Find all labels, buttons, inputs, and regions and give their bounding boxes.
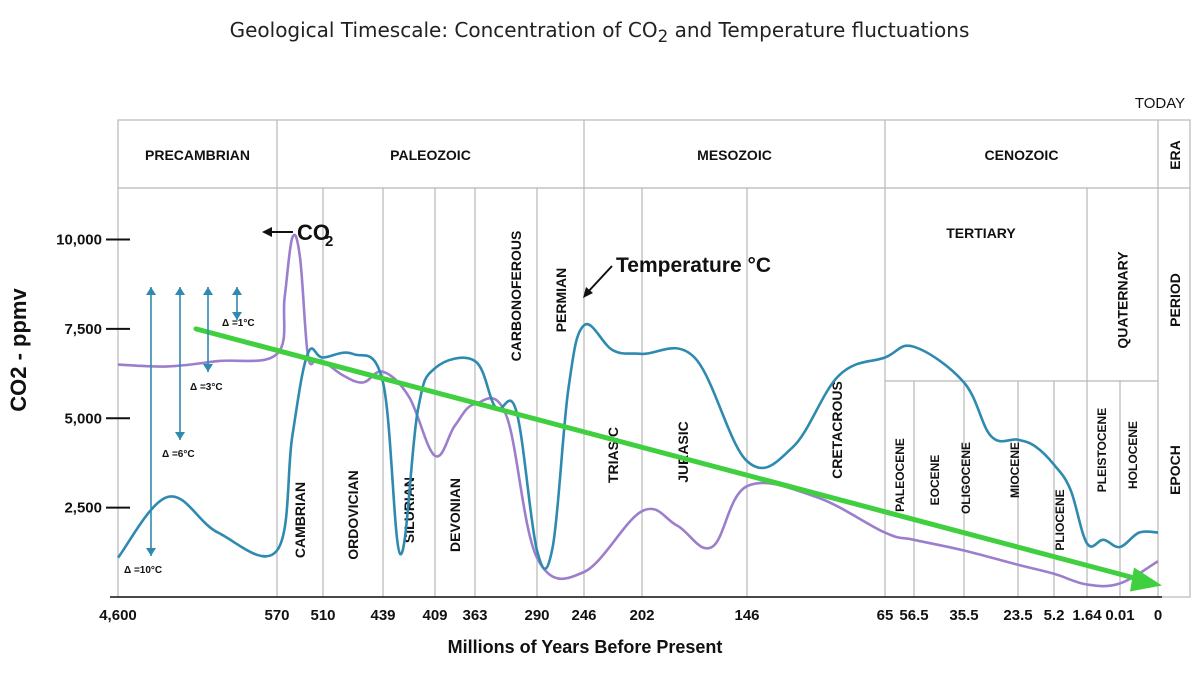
co2-callout-arrowhead: [262, 227, 272, 237]
x-tick-label: 510: [310, 607, 335, 624]
delta-arrow-6-head: [175, 432, 185, 440]
epoch-label-miocene: MIOCENE: [1008, 442, 1022, 498]
x-tick-label: 4,600: [99, 607, 137, 624]
epoch-label-pleistocene: PLEISTOCENE: [1095, 408, 1109, 492]
trend-arrowhead: [1130, 567, 1162, 592]
epoch-label-eocene: EOCENE: [928, 455, 942, 506]
epoch-label-holocene: HOLOCENE: [1126, 421, 1140, 489]
x-tick-label: 570: [264, 607, 289, 624]
row-label-epoch: EPOCH: [1167, 445, 1183, 495]
period-label-jurasic: JURASIC: [675, 421, 691, 482]
y-tick-label: 5,000: [64, 410, 102, 427]
era-label-cenozoic: CENOZOIC: [985, 147, 1059, 163]
trend-arrow: [193, 326, 1143, 582]
x-tick-label: 5.2: [1044, 607, 1065, 624]
era-label-paleozoic: PALEOZOIC: [390, 147, 471, 163]
row-label-period: PERIOD: [1167, 273, 1183, 327]
title-suffix: and Temperature fluctuations: [668, 18, 970, 42]
label-layer: 10,000 7,500 5,000 2,500 CO2 - ppmv 4,600 570 5…: [6, 95, 1185, 657]
period-label-triasic: TRIASIC: [605, 427, 621, 483]
period-label-cambrian: CAMBRIAN: [292, 482, 308, 558]
x-tick-label: 56.5: [899, 607, 928, 624]
period-label-carbonoferous: CARBONOFEROUS: [508, 231, 524, 362]
period-label-ordovician: ORDOVICIAN: [345, 470, 361, 559]
y-tick-label: 7,500: [64, 321, 102, 338]
delta-arrow-10-tail: [146, 287, 156, 295]
delta-arrow-6-tail: [175, 287, 185, 295]
x-tick-label: 439: [370, 607, 395, 624]
delta-label-1: Δ =1°C: [222, 318, 255, 329]
plot-frame: [117, 119, 1191, 598]
row-label-era: ERA: [1167, 140, 1183, 170]
title-sub: 2: [657, 27, 669, 46]
delta-arrow-1-head: [232, 312, 242, 320]
period-label-permian: PERMIAN: [553, 268, 569, 333]
delta-arrow-10-head: [146, 548, 156, 556]
title-prefix: Geological Timescale: Concentration of C…: [229, 18, 658, 42]
x-tick-label: 65: [877, 607, 894, 624]
co2-callout-label: CO: [297, 220, 330, 245]
period-label-devonian: DEVONIAN: [447, 478, 463, 552]
x-tick-label: 146: [734, 607, 759, 624]
x-tick-label: 0.01: [1105, 607, 1134, 624]
x-tick-label: 35.5: [949, 607, 978, 624]
era-label-mesozoic: MESOZOIC: [697, 147, 772, 163]
co2-callout-sub: 2: [325, 233, 333, 250]
today-label: TODAY: [1135, 95, 1185, 112]
x-axis-label: Millions of Years Before Present: [448, 637, 723, 657]
era-label-precambrian: PRECAMBRIAN: [145, 147, 250, 163]
y-tick-label: 2,500: [64, 500, 102, 517]
period-label-cretacrous: CRETACROUS: [829, 381, 845, 479]
chart-title: Geological Timescale: Concentration of C…: [0, 18, 1199, 46]
series-line-co2: [117, 233, 1159, 588]
x-tick-label: 409: [422, 607, 447, 624]
delta-label-3: Δ =3°C: [190, 382, 223, 393]
temperature-callout-label: Temperature °C: [616, 254, 771, 277]
delta-arrow-3-head: [203, 364, 213, 372]
annotation-layer: Δ =1°C Δ =3°C Δ =6°C Δ =10°C CO2 Temperature …: [124, 220, 771, 576]
delta-arrow-1-tail: [232, 287, 242, 295]
epoch-label-oligocene: OLIGOCENE: [959, 442, 973, 514]
series-layer: [116, 233, 1162, 592]
temperature-callout-line: [586, 265, 613, 294]
x-tick-label: 0: [1154, 607, 1162, 624]
delta-label-6: Δ =6°C: [162, 449, 195, 460]
x-tick-label: 202: [629, 607, 654, 624]
x-tick-label: 1.64: [1072, 607, 1102, 624]
y-tick-label: 10,000: [56, 232, 102, 249]
x-tick-label: 23.5: [1003, 607, 1032, 624]
series-line-temperature: [116, 322, 1159, 571]
period-label-tertiary: TERTIARY: [946, 225, 1016, 241]
epoch-label-pliocene: PLIOCENE: [1053, 489, 1067, 550]
temperature-callout-arrowhead: [583, 287, 593, 298]
x-tick-label: 363: [462, 607, 487, 624]
y-axis-label: CO2 - ppmv: [6, 288, 31, 412]
delta-arrow-3-tail: [203, 287, 213, 295]
epoch-label-paleocene: PALEOCENE: [893, 438, 907, 512]
period-label-quaternary: QUATERNARY: [1115, 251, 1131, 349]
x-tick-label: 290: [524, 607, 549, 624]
delta-label-10: Δ =10°C: [124, 565, 162, 576]
grid-layer: [110, 119, 1191, 598]
x-tick-label: 246: [571, 607, 596, 624]
